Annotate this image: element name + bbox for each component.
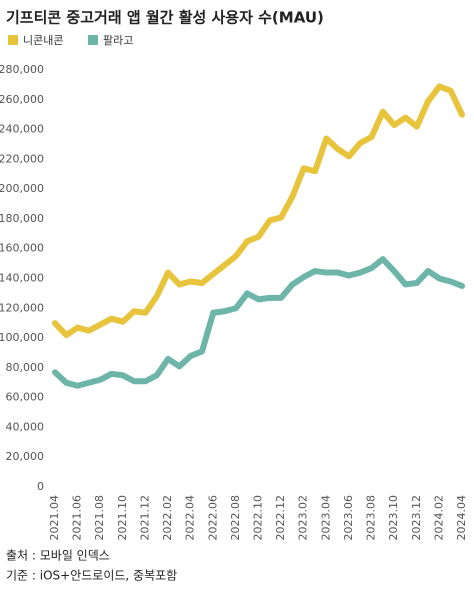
y-tick-label: 220,000: [0, 152, 44, 165]
legend-label: 니콘내콘: [23, 34, 63, 47]
x-tick-label: 2021.04: [48, 495, 61, 541]
legend-swatch: [8, 35, 18, 45]
y-tick-label: 100,000: [0, 331, 44, 344]
x-tick-label: 2023.02: [297, 495, 310, 541]
x-tick-label: 2024.02: [432, 495, 445, 541]
x-tick-label: 2023.12: [410, 495, 423, 541]
x-tick-label: 2022.12: [274, 495, 287, 541]
y-tick-label: 280,000: [0, 63, 44, 76]
x-tick-label: 2022.06: [206, 495, 219, 541]
legend-swatch: [88, 35, 98, 45]
y-tick-label: 20,000: [6, 450, 45, 463]
y-tick-label: 80,000: [6, 361, 45, 374]
x-tick-label: 2022.10: [252, 495, 265, 541]
series-line: [52, 83, 465, 339]
legend-label: 팔라고: [103, 34, 133, 47]
x-tick-label: 2023.10: [387, 495, 400, 541]
x-tick-label: 2023.08: [365, 495, 378, 541]
x-tick-label: 2021.12: [138, 495, 151, 541]
source-note: 출처 : 모바일 인덱스: [6, 549, 110, 563]
y-tick-label: 240,000: [0, 123, 44, 136]
x-tick-label: 2021.06: [71, 495, 84, 541]
y-tick-label: 160,000: [0, 242, 44, 255]
x-tick-label: 2023.04: [319, 495, 332, 541]
series-line: [52, 256, 465, 389]
x-tick-label: 2022.04: [184, 495, 197, 541]
y-tick-label: 140,000: [0, 272, 44, 285]
y-tick-label: 0: [37, 480, 44, 493]
y-tick-label: 120,000: [0, 301, 44, 314]
chart-title: 기프티콘 중고거래 앱 월간 활성 사용자 수(MAU): [6, 9, 324, 27]
x-tick-label: 2022.08: [229, 495, 242, 541]
x-tick-label: 2024.04: [455, 495, 468, 541]
y-tick-label: 40,000: [6, 420, 45, 433]
y-tick-label: 200,000: [0, 182, 44, 195]
y-tick-label: 60,000: [6, 391, 45, 404]
y-tick-label: 180,000: [0, 212, 44, 225]
basis-note: 기준 : iOS+안드로이드, 중복포함: [6, 569, 177, 583]
x-tick-label: 2021.10: [116, 495, 129, 541]
y-tick-label: 260,000: [0, 93, 44, 106]
x-tick-label: 2021.08: [93, 495, 106, 541]
x-tick-label: 2022.02: [161, 495, 174, 541]
x-tick-label: 2023.06: [342, 495, 355, 541]
